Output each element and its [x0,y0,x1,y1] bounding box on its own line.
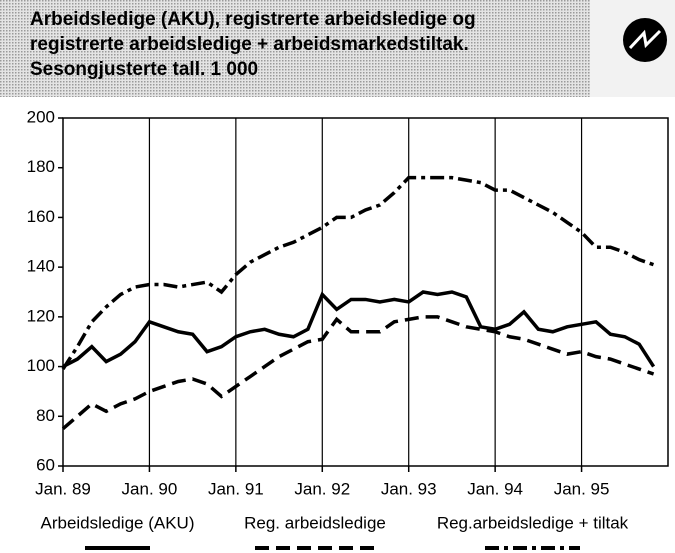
chart-title: Sesongjusterte tall. 1 000 [30,59,258,80]
x-tick-label: Jan. 92 [294,479,350,498]
x-tick-label: Jan. 95 [554,479,610,498]
y-tick-label: 160 [27,207,55,226]
header-icon [623,18,667,62]
y-tick-label: 140 [27,257,55,276]
chart-title: Arbeidsledige (AKU), registrerte arbeids… [30,9,476,30]
y-tick-label: 200 [27,107,55,126]
data-line [62,290,656,369]
chart-title: registrerte arbeidsledige + arbeidsmarke… [30,34,469,55]
x-tick-label: Jan. 94 [467,479,523,498]
y-tick-label: 60 [36,455,55,474]
y-tick-label: 100 [27,356,55,375]
header-background [0,0,675,97]
y-tick-label: 120 [27,306,55,325]
data-line [61,175,655,371]
data-line [61,315,655,431]
plot-frame [62,117,669,467]
x-tick-label: Jan. 93 [381,479,437,498]
y-tick-label: 80 [36,406,55,425]
legend-label: Reg. arbeidsledige [244,513,386,532]
legend-label: Reg.arbeidsledige + tiltak [437,513,629,532]
x-tick-label: Jan. 91 [208,479,264,498]
x-tick-label: Jan. 89 [35,479,91,498]
legend-label: Arbeidsledige (AKU) [40,513,194,532]
x-tick-label: Jan. 90 [122,479,178,498]
y-tick-label: 180 [27,157,55,176]
